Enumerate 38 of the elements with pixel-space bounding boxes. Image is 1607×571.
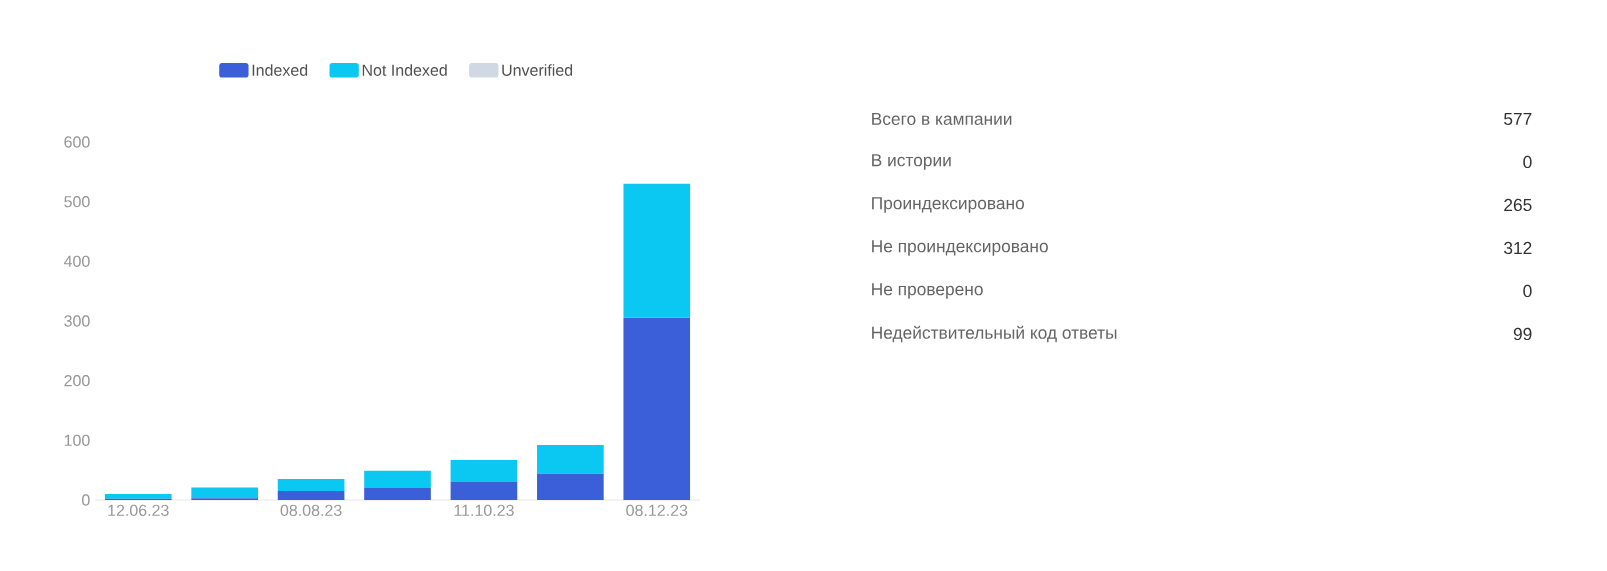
data-label: 99 xyxy=(1513,327,1532,341)
y-tick-label: 600 xyxy=(64,136,90,148)
category-label: Не проиндексировано xyxy=(872,240,1048,256)
category-label: Проиндексировано xyxy=(872,197,1024,213)
bar xyxy=(277,491,345,500)
data-label: 577 xyxy=(1504,112,1532,126)
y-tick-label: 400 xyxy=(63,255,90,267)
bar xyxy=(364,487,431,500)
category-label: Недействительный код ответы xyxy=(872,325,1117,343)
legend-label: Not Indexed xyxy=(362,64,447,76)
legend-label: Unverified xyxy=(502,64,573,76)
category-label: Не проверено xyxy=(872,283,983,299)
data-label: 0 xyxy=(1523,155,1532,169)
x-tick-label: 08.08.23 xyxy=(280,504,342,517)
bar xyxy=(537,473,604,500)
bar xyxy=(450,482,518,500)
category-label: Всего в кампании xyxy=(872,112,1012,126)
x-tick-label: 08.12.23 xyxy=(626,504,688,517)
bar xyxy=(364,470,431,488)
y-tick-label: 500 xyxy=(64,196,90,208)
bar xyxy=(277,479,345,492)
legend-label: Indexed xyxy=(252,64,308,76)
y-tick-label: 300 xyxy=(64,315,90,327)
bar xyxy=(450,460,518,483)
x-tick-label: 11.10.23 xyxy=(454,504,514,517)
y-tick-label: 0 xyxy=(82,494,90,506)
category-label: В истории xyxy=(872,154,951,170)
bar xyxy=(623,183,691,318)
bar xyxy=(104,494,172,499)
data-label: 265 xyxy=(1504,198,1532,212)
data-label: 0 xyxy=(1523,284,1532,298)
y-tick-label: 100 xyxy=(64,434,90,446)
data-label: 312 xyxy=(1504,241,1532,255)
x-tick-label: 12.06.23 xyxy=(108,504,169,517)
bar xyxy=(623,317,691,500)
y-tick-label: 200 xyxy=(64,375,90,387)
bar xyxy=(537,445,604,474)
bar xyxy=(191,487,258,499)
